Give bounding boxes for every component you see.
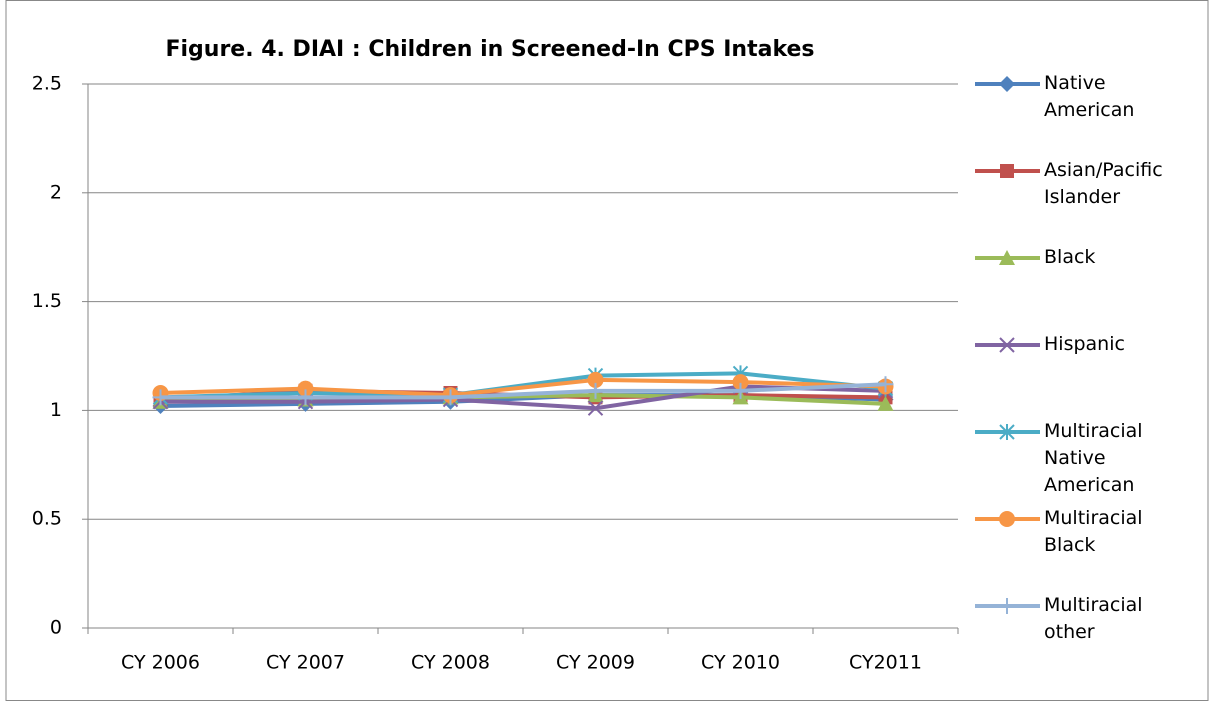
legend-label: Hispanic (1044, 333, 1125, 355)
marker (297, 380, 314, 397)
marker (999, 250, 1015, 265)
marker (587, 371, 604, 388)
marker (732, 382, 749, 399)
series-line (160, 371, 886, 400)
marker (999, 337, 1015, 353)
series-line (160, 384, 886, 411)
marker (587, 400, 604, 416)
marker (999, 76, 1015, 92)
marker (297, 389, 314, 406)
y-tick-label: 1 (50, 399, 62, 421)
legend-label: Black (1044, 246, 1096, 268)
marker (999, 511, 1015, 527)
x-tick-label: CY2011 (849, 652, 922, 674)
marker (999, 424, 1015, 440)
x-tick-label: CY 2007 (266, 652, 345, 674)
x-tick-label: CY 2008 (411, 652, 490, 674)
x-tick-label: CY 2010 (701, 652, 780, 674)
marker (732, 374, 749, 391)
marker (1000, 164, 1014, 178)
y-tick-label: 0.5 (32, 508, 62, 530)
y-tick-label: 1.5 (32, 290, 62, 312)
marker (587, 382, 604, 399)
chart-title: Figure. 4. DIAI : Children in Screened-I… (165, 37, 814, 62)
legend-label: Multiracial other (1044, 594, 1143, 643)
y-tick-label: 2.5 (32, 73, 62, 95)
x-tick-label: CY 2006 (121, 652, 200, 674)
series-line (160, 382, 886, 400)
y-tick-label: 2 (50, 181, 62, 203)
marker (999, 598, 1015, 614)
marker (442, 389, 459, 406)
marker (152, 389, 169, 406)
marker (877, 376, 894, 393)
y-tick-label: 0 (50, 617, 62, 639)
marker (877, 395, 894, 411)
chart-border (5, 0, 1209, 701)
legend-label: Multiracial Native American (1044, 420, 1143, 496)
legend-label: Native American (1044, 72, 1135, 121)
legend-label: Asian/Pacific Islander (1044, 159, 1163, 208)
series-line (160, 377, 886, 398)
legend-label: Multiracial Black (1044, 507, 1143, 556)
x-tick-label: CY 2009 (556, 652, 635, 674)
